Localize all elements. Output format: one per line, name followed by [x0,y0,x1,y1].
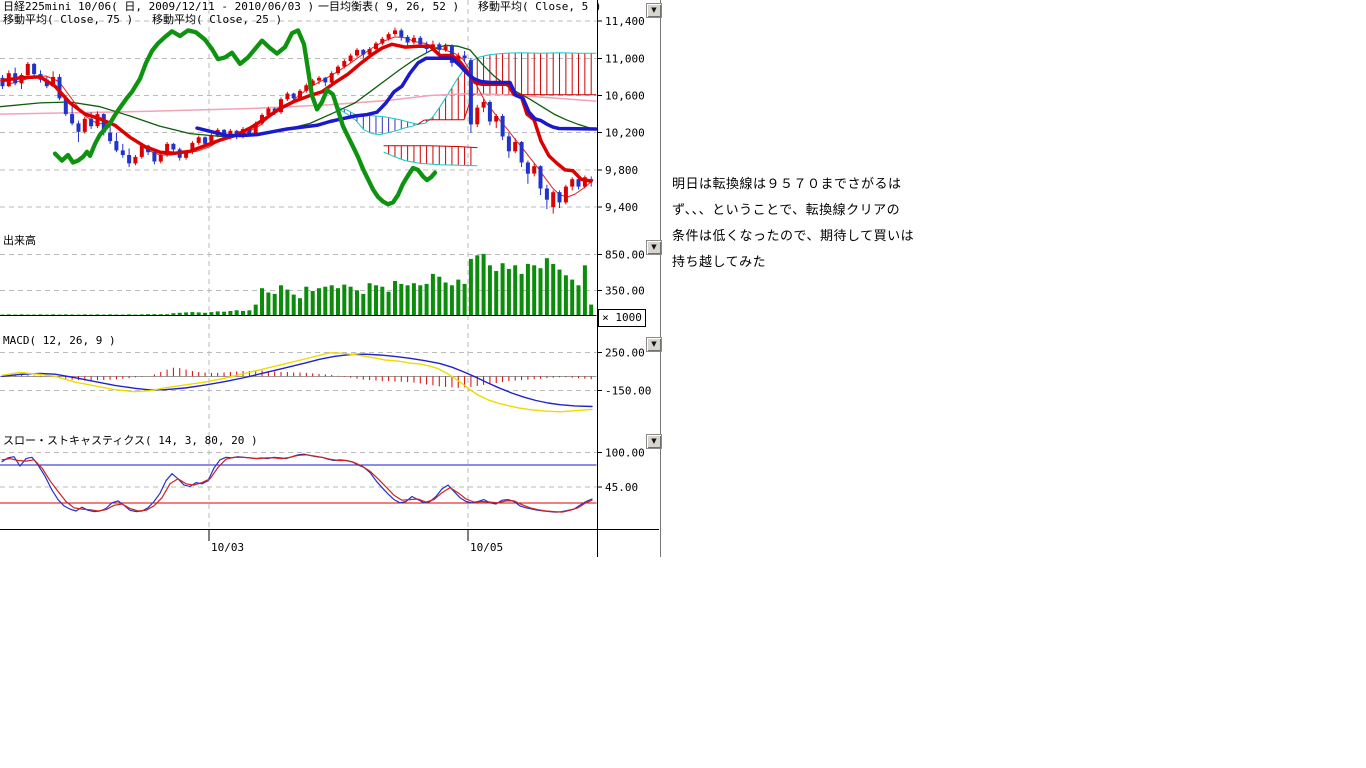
annotation-line: 明日は転換線は９５７０までさがるは [672,177,902,192]
annotation-line: 持ち越してみた [672,255,767,270]
y-axis-label: 10,200 [605,127,645,140]
y-axis-label: 9,400 [605,201,638,214]
stoch-panel-dropdown-button[interactable]: ▼ [646,434,662,449]
y-axis-label: 350.00 [605,284,645,297]
chevron-down-icon: ▼ [651,243,657,251]
chart-widget: 10/03 10/05 11,400 11,000 10,600 10,200 9,800 9… [0,0,662,560]
y-axis-label: 100.00 [605,446,645,459]
chart-title: 日経225mini 10/06( 日, 2009/12/11 - 2010/06… [3,0,315,13]
chevron-down-icon: ▼ [651,340,657,348]
macd-panel-label: MACD( 12, 26, 9 ) [3,334,116,347]
y-axis-label: 45.00 [605,481,638,494]
volume-panel-label: 出来高 [3,234,36,247]
annotation-text: 明日は転換線は９５７０までさがるは ず、、、ということで、転換線クリアの 条件は… [672,172,932,276]
legend-ma75: 移動平均( Close, 75 ) [3,13,134,26]
y-axis-label: 11,400 [605,15,645,28]
annotation-line: 条件は低くなったので、期待して買いは [672,229,915,244]
y-axis-label: 10,600 [605,90,645,103]
stoch-panel-label: スロー・ストキャスティクス( 14, 3, 80, 20 ) [3,434,258,447]
legend-ichimoku: 一目均衡表( 9, 26, 52 ) [318,0,460,13]
price-panel-dropdown-button[interactable]: ▼ [646,3,662,18]
legend-ma5: 移動平均( Close, 5 ) [478,0,602,13]
x-axis-label: 10/05 [470,541,503,554]
macd-panel-dropdown-button[interactable]: ▼ [646,337,662,352]
chart-canvas: 10/03 10/05 11,400 11,000 10,600 10,200 9,800 9… [0,0,661,557]
y-axis-label: 9,800 [605,164,638,177]
y-axis-label: -150.00 [605,385,651,398]
y-axis-label: 850.00 [605,249,645,262]
volume-unit-box: × 1000 [598,309,646,327]
x-axis-label: 10/03 [211,541,244,554]
volume-panel-dropdown-button[interactable]: ▼ [646,240,662,255]
legend-ma25: 移動平均( Close, 25 ) [152,13,283,26]
chevron-down-icon: ▼ [651,6,657,14]
y-axis-label: 11,000 [605,52,645,65]
y-axis-label: 250.00 [605,346,645,359]
annotation-line: ず、、、ということで、転換線クリアの [672,203,901,218]
chevron-down-icon: ▼ [651,437,657,445]
